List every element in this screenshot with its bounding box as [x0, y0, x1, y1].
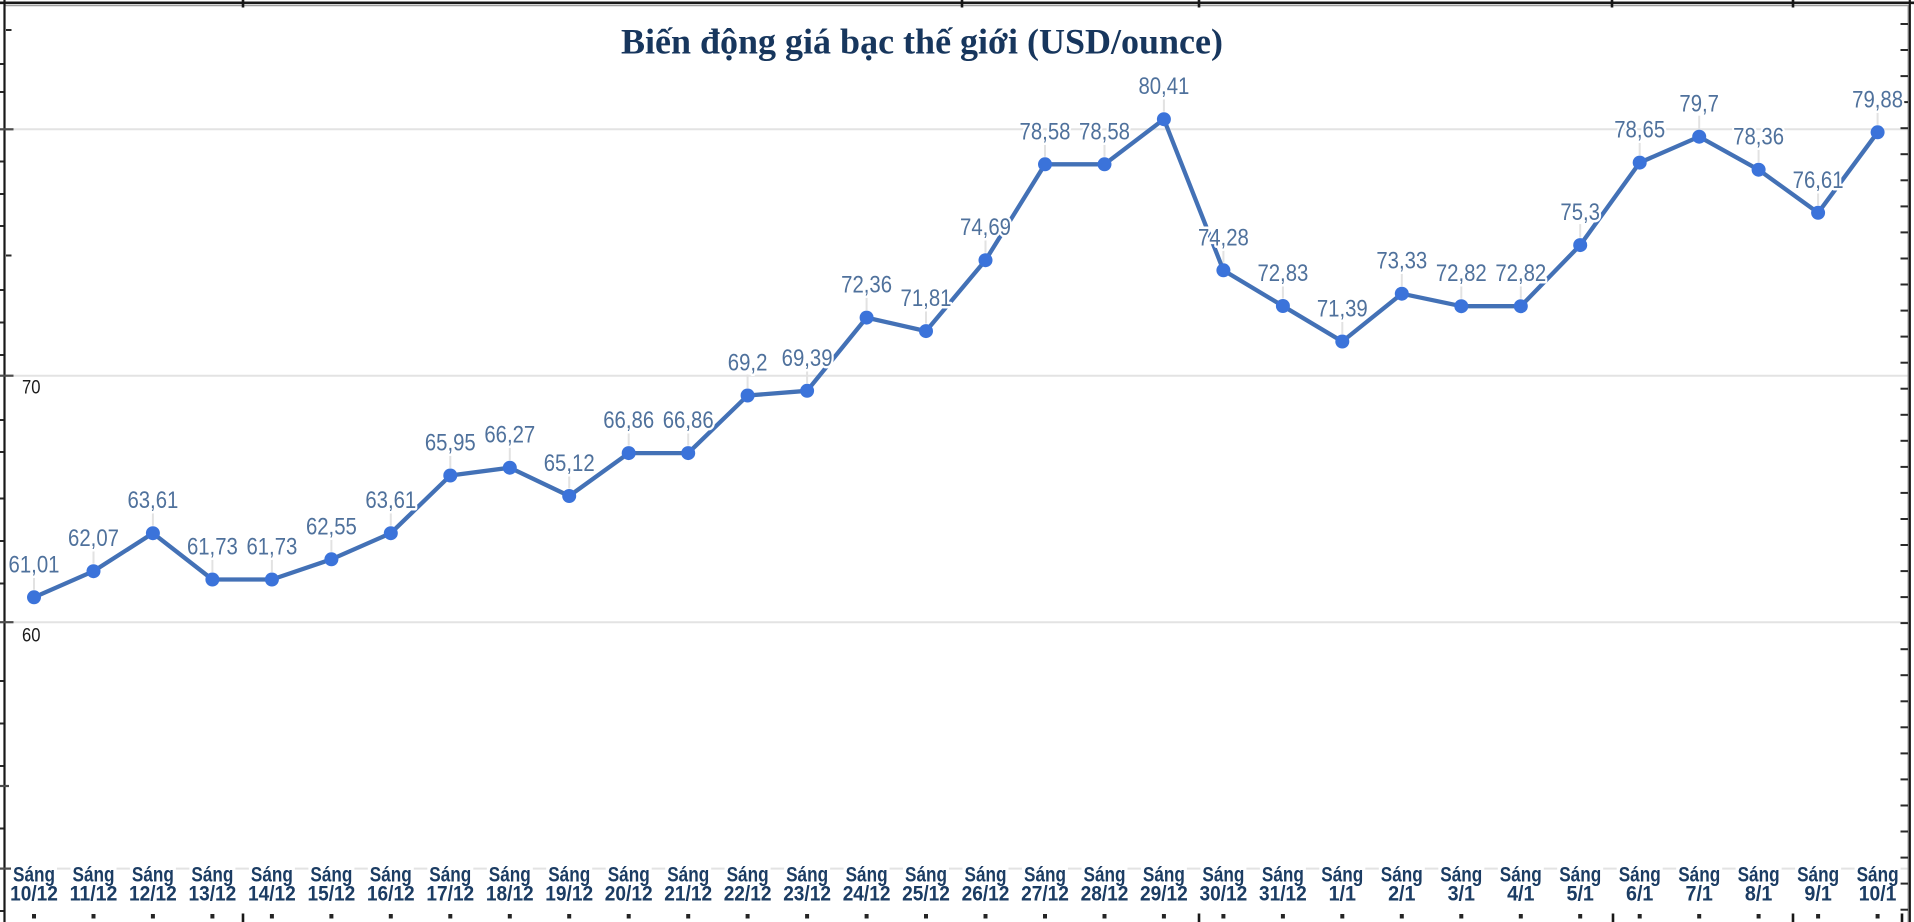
svg-text:Sáng: Sáng [370, 862, 412, 886]
svg-text:Sáng: Sáng [1857, 862, 1899, 886]
svg-text:14/12: 14/12 [248, 882, 296, 906]
svg-text:13/12: 13/12 [189, 882, 237, 906]
svg-text:63,61: 63,61 [365, 487, 416, 514]
svg-text:Sáng: Sáng [727, 862, 769, 886]
svg-text:75,3: 75,3 [1560, 199, 1600, 226]
svg-text:5/1: 5/1 [1567, 882, 1594, 906]
svg-text:Sáng: Sáng [132, 862, 174, 886]
svg-text:Sáng: Sáng [1262, 862, 1304, 886]
svg-text:79,88: 79,88 [1852, 86, 1903, 113]
svg-text:72,82: 72,82 [1495, 260, 1546, 287]
svg-text:62,55: 62,55 [306, 513, 357, 540]
svg-text:73,33: 73,33 [1376, 248, 1427, 275]
svg-text:3/1: 3/1 [1448, 882, 1475, 906]
svg-text:1/1: 1/1 [1329, 882, 1356, 906]
svg-text:66,86: 66,86 [663, 407, 714, 434]
svg-text:78,65: 78,65 [1614, 117, 1665, 144]
svg-text:22/12: 22/12 [724, 882, 772, 906]
svg-text:Sáng: Sáng [667, 862, 709, 886]
svg-text:24/12: 24/12 [843, 882, 891, 906]
svg-text:Sáng: Sáng [786, 862, 828, 886]
svg-text:11/12: 11/12 [70, 882, 118, 906]
svg-text:30/12: 30/12 [1200, 882, 1248, 906]
svg-text:10/1: 10/1 [1859, 882, 1897, 906]
svg-text:66,27: 66,27 [484, 422, 535, 449]
svg-text:74,28: 74,28 [1198, 224, 1249, 251]
svg-text:Sáng: Sáng [1619, 862, 1661, 886]
svg-text:69,2: 69,2 [728, 350, 768, 377]
svg-text:Sáng: Sáng [1084, 862, 1126, 886]
svg-text:Sáng: Sáng [608, 862, 650, 886]
svg-text:79,7: 79,7 [1679, 91, 1719, 118]
svg-text:Sáng: Sáng [73, 862, 115, 886]
svg-text:Sáng: Sáng [1678, 862, 1720, 886]
svg-text:31/12: 31/12 [1259, 882, 1307, 906]
svg-text:78,36: 78,36 [1733, 124, 1784, 151]
svg-text:61,73: 61,73 [246, 534, 297, 561]
svg-text:Sáng: Sáng [1440, 862, 1482, 886]
svg-text:78,58: 78,58 [1079, 118, 1130, 145]
svg-text:61,01: 61,01 [9, 551, 60, 578]
svg-text:Sáng: Sáng [846, 862, 888, 886]
svg-text:Sáng: Sáng [191, 862, 233, 886]
svg-text:4/1: 4/1 [1507, 882, 1534, 906]
svg-text:2/1: 2/1 [1388, 882, 1415, 906]
svg-text:80,41: 80,41 [1138, 73, 1189, 100]
svg-text:Biến động giá bạc thế giới (US: Biến động giá bạc thế giới (USD/ounce) [621, 22, 1223, 62]
svg-text:65,12: 65,12 [544, 450, 595, 477]
svg-text:Sáng: Sáng [1500, 862, 1542, 886]
svg-text:28/12: 28/12 [1081, 882, 1129, 906]
svg-text:Sáng: Sáng [905, 862, 947, 886]
svg-text:61,73: 61,73 [187, 534, 238, 561]
svg-text:62,07: 62,07 [68, 525, 119, 552]
svg-text:7/1: 7/1 [1686, 882, 1713, 906]
svg-text:72,82: 72,82 [1436, 260, 1487, 287]
svg-text:Sáng: Sáng [1559, 862, 1601, 886]
svg-text:Sáng: Sáng [965, 862, 1007, 886]
svg-text:71,81: 71,81 [901, 285, 952, 312]
svg-text:8/1: 8/1 [1745, 882, 1772, 906]
svg-text:25/12: 25/12 [902, 882, 950, 906]
svg-text:70: 70 [22, 377, 41, 399]
svg-text:Sáng: Sáng [1738, 862, 1780, 886]
svg-text:Sáng: Sáng [1797, 862, 1839, 886]
svg-text:Sáng: Sáng [13, 862, 55, 886]
svg-text:12/12: 12/12 [129, 882, 177, 906]
svg-text:17/12: 17/12 [426, 882, 474, 906]
svg-text:10/12: 10/12 [10, 882, 58, 906]
svg-text:78,58: 78,58 [1020, 118, 1071, 145]
svg-text:6/1: 6/1 [1626, 882, 1653, 906]
svg-text:27/12: 27/12 [1021, 882, 1069, 906]
svg-text:29/12: 29/12 [1140, 882, 1188, 906]
svg-text:69,39: 69,39 [782, 345, 833, 372]
svg-text:76,61: 76,61 [1793, 167, 1844, 194]
svg-text:Sáng: Sáng [548, 862, 590, 886]
svg-text:16/12: 16/12 [367, 882, 415, 906]
svg-text:74,69: 74,69 [960, 214, 1011, 241]
svg-text:20/12: 20/12 [605, 882, 653, 906]
svg-text:26/12: 26/12 [962, 882, 1010, 906]
svg-text:23/12: 23/12 [783, 882, 831, 906]
svg-text:60: 60 [22, 625, 41, 647]
svg-text:72,83: 72,83 [1257, 260, 1308, 287]
svg-text:Sáng: Sáng [1381, 862, 1423, 886]
svg-text:72,36: 72,36 [841, 272, 892, 299]
svg-text:71,39: 71,39 [1317, 296, 1368, 323]
svg-text:15/12: 15/12 [308, 882, 356, 906]
svg-text:19/12: 19/12 [545, 882, 593, 906]
svg-text:18/12: 18/12 [486, 882, 534, 906]
svg-text:Sáng: Sáng [310, 862, 352, 886]
svg-text:Sáng: Sáng [429, 862, 471, 886]
svg-text:Sáng: Sáng [489, 862, 531, 886]
svg-text:Sáng: Sáng [1024, 862, 1066, 886]
svg-text:63,61: 63,61 [127, 487, 178, 514]
svg-text:9/1: 9/1 [1804, 882, 1831, 906]
svg-text:Sáng: Sáng [251, 862, 293, 886]
svg-text:21/12: 21/12 [664, 882, 712, 906]
svg-text:Sáng: Sáng [1321, 862, 1363, 886]
svg-text:66,86: 66,86 [603, 407, 654, 434]
svg-text:Sáng: Sáng [1143, 862, 1185, 886]
svg-text:65,95: 65,95 [425, 430, 476, 457]
svg-text:Sáng: Sáng [1202, 862, 1244, 886]
